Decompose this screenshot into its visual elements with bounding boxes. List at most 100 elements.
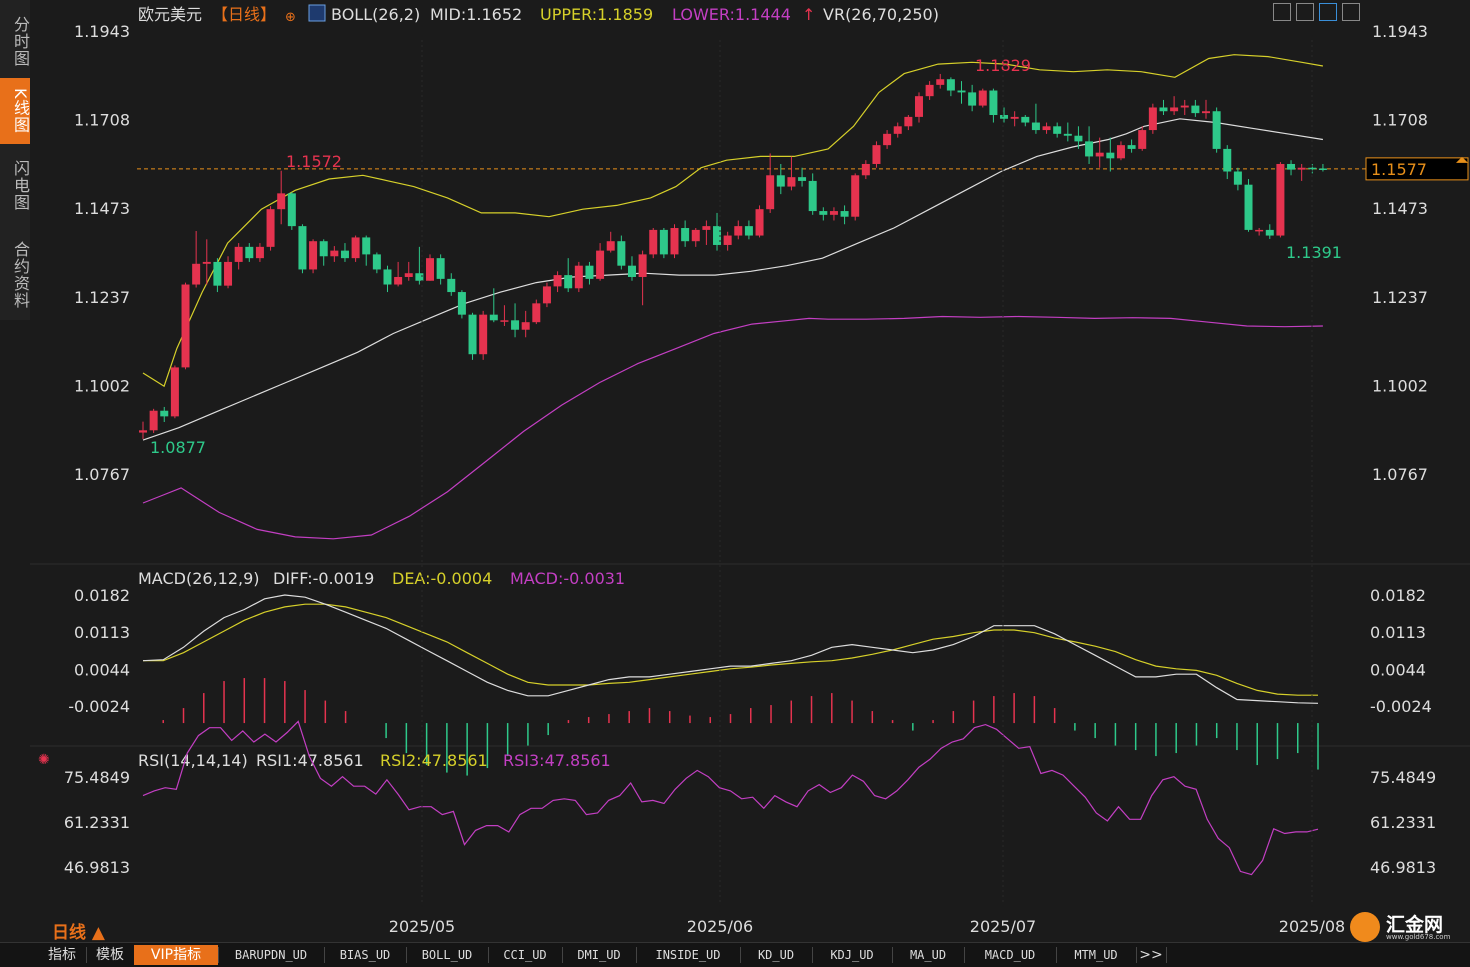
macd-panel: MACD(26,12,9) DIFF:-0.0019 DEA:-0.0004 M… — [68, 569, 1432, 776]
candle-body — [330, 250, 339, 257]
candle-body — [1116, 145, 1125, 159]
indicator-tab[interactable]: MTM_UD — [1074, 948, 1118, 962]
candle-body — [914, 96, 923, 117]
right-y-tick: 1.0767 — [1372, 465, 1428, 484]
macd-dea-value: DEA:-0.0004 — [392, 569, 492, 588]
candle-body — [1244, 184, 1253, 230]
crosshair-tool-icon[interactable] — [1273, 3, 1291, 21]
indicator-tab[interactable]: 指标 — [48, 947, 76, 963]
macd-right-tick: 0.0182 — [1370, 586, 1426, 605]
candle-body — [1042, 126, 1051, 131]
candle-body — [1053, 126, 1062, 134]
candle-body — [872, 145, 881, 164]
candle-body — [160, 410, 169, 417]
layout-tool-icon[interactable] — [1296, 3, 1314, 21]
period-selector[interactable]: 日线 ▲ — [52, 923, 105, 943]
boll-mid-value: MID:1.1652 — [430, 5, 522, 24]
candle-body — [1010, 116, 1019, 119]
indicator-tab[interactable]: INSIDE_UD — [655, 948, 721, 962]
indicator-tab[interactable]: DMI_UD — [577, 948, 621, 962]
tab-separator — [892, 947, 893, 963]
sun-icon[interactable]: ✺ — [38, 752, 50, 768]
indicator-tab-bar: 指标 模板 VIP指标 BARUPDN_UD BIAS_UD BOLL_UD CCI_UD D… — [0, 942, 1470, 967]
candle-body — [234, 246, 243, 262]
candle-body — [1063, 133, 1072, 136]
tab-separator — [406, 947, 407, 963]
indicator-icon[interactable] — [308, 4, 326, 22]
macd-right-tick: 0.0044 — [1370, 660, 1426, 679]
candle-body — [1159, 107, 1168, 112]
candle-body — [883, 133, 892, 146]
candle-body — [1148, 107, 1157, 131]
candle-body — [1106, 152, 1115, 159]
candle-body — [415, 273, 424, 281]
zoom-tool-icon[interactable] — [1319, 3, 1337, 21]
candle-body — [1297, 167, 1306, 170]
tab-separator — [1056, 947, 1057, 963]
candle-body — [245, 246, 254, 259]
indicator-tab[interactable]: BIAS_UD — [339, 948, 391, 962]
candle-body — [681, 228, 690, 242]
low-annotation: 1.1391 — [1286, 243, 1342, 262]
logo-icon — [1350, 912, 1380, 942]
logo-url: www.gold678.com — [1386, 933, 1451, 941]
indicator-tab[interactable]: BARUPDN_UD — [234, 948, 308, 962]
candle-body — [904, 116, 913, 127]
tab-kline[interactable]: K线图 — [0, 78, 30, 144]
candle-body — [649, 229, 658, 255]
candle-body — [532, 303, 541, 323]
candle-body — [468, 314, 477, 355]
indicator-tab[interactable]: >> — [1139, 947, 1163, 963]
candle-body — [277, 193, 286, 210]
candle-body — [181, 284, 190, 368]
tab-separator — [740, 947, 741, 963]
candle-body — [744, 226, 753, 236]
indicator-tab[interactable]: VIP指标 — [134, 945, 218, 965]
price-marker-icon — [1456, 156, 1468, 163]
tab-flash[interactable]: 闪电图 — [11, 159, 30, 211]
indicator-tab[interactable]: MA_UD — [909, 948, 947, 962]
tab-separator — [324, 947, 325, 963]
rsi-right-tick: 75.4849 — [1370, 768, 1436, 787]
price-panel: 1.1943 1.1943 1.1708 1.1708 1.1473 1.1473 1.12… — [74, 22, 1469, 540]
candle-body — [319, 241, 328, 257]
indicator-tab[interactable]: KDJ_UD — [830, 948, 874, 962]
macd-right-tick: -0.0024 — [1370, 697, 1432, 716]
candle-body — [638, 254, 647, 277]
indicator-tab[interactable]: CCI_UD — [503, 948, 547, 962]
candle-body — [564, 275, 573, 289]
candle-body — [436, 258, 445, 279]
indicator-tab[interactable]: 模板 — [96, 947, 124, 963]
tab-timeshare[interactable]: 分时图 — [11, 15, 30, 67]
candle-body — [500, 320, 509, 322]
x-tick-label: 2025/06 — [687, 917, 753, 936]
tab-separator — [636, 947, 637, 963]
candle-body — [861, 163, 870, 176]
indicator-tab[interactable]: MACD_UD — [984, 948, 1036, 962]
candle-body — [298, 226, 307, 270]
rsi2-value: RSI2:47.8561 — [380, 751, 488, 770]
tab-contract-info[interactable]: 合约资料 — [11, 241, 30, 309]
indicator-tab[interactable]: KD_UD — [757, 948, 795, 962]
candle-body — [957, 90, 966, 93]
rsi-right-tick: 46.9813 — [1370, 858, 1436, 877]
left-y-tick: 1.1237 — [74, 288, 130, 307]
candle-body — [362, 237, 371, 255]
symbol-name: 欧元美元 — [138, 5, 202, 24]
candle-body — [457, 292, 466, 315]
indicator-tab[interactable]: BOLL_UD — [421, 948, 473, 962]
candle-body — [808, 180, 817, 212]
candle-body — [1031, 122, 1040, 131]
candle-body — [255, 246, 264, 259]
candle-body — [670, 228, 679, 255]
candle-body — [840, 211, 849, 217]
candle-body — [426, 258, 435, 281]
candle-body — [1127, 145, 1136, 149]
kline-chart[interactable]: 欧元美元 【日线】 ⊕ BOLL(26,2) MID:1.1652 UPPER:… — [0, 0, 1470, 942]
candle-body — [1138, 130, 1147, 149]
rsi-right-tick: 61.2331 — [1370, 813, 1436, 832]
candle-body — [627, 265, 636, 277]
exit-tool-icon[interactable] — [1342, 3, 1360, 21]
settings-icon[interactable]: ⊕ — [285, 10, 296, 25]
candle-body — [1223, 148, 1232, 172]
